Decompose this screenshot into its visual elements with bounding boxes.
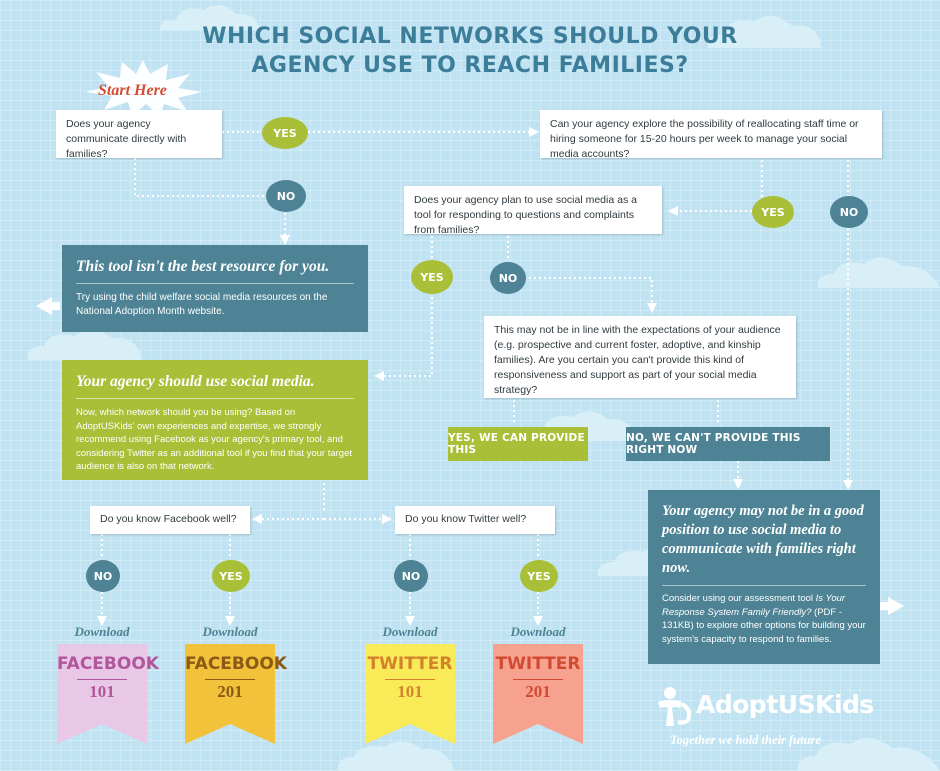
no-facebook: NO (86, 560, 120, 592)
logo-tagline: Together we hold their future (670, 733, 821, 747)
download-facebook-201[interactable]: FACEBOOK 201 (185, 644, 287, 744)
result-not-position-body-suffix: (PDF - 131KB) to explore other options f… (662, 606, 866, 645)
no-reallocate: NO (830, 196, 868, 228)
title-line-2: AGENCY USE TO REACH FAMILIES? (251, 53, 689, 78)
adoptuskids-logo: AdoptUSKids (652, 684, 882, 728)
result-not-good-position: Your agency may not be in a good positio… (648, 490, 880, 664)
flag-shape (57, 644, 147, 744)
cloud-decoration (27, 329, 142, 360)
yes-twitter: YES (520, 560, 558, 592)
yes-respond: YES (411, 260, 453, 294)
flag-divider (513, 679, 563, 680)
flag-number: 201 (217, 682, 243, 701)
page-title: WHICH SOCIAL NETWORKS SHOULD YOUR AGENCY… (140, 22, 800, 80)
result-not-best-resource: This tool isn't the best resource for yo… (62, 245, 368, 332)
flag-name: TWITTER (495, 654, 581, 674)
result-not-position-body: Consider using our assessment tool Is Yo… (662, 592, 866, 646)
result-divider (76, 398, 354, 399)
question-respond: Does your agency plan to use social medi… (404, 186, 662, 236)
question-expectations: This may not be in line with the expecta… (484, 316, 796, 398)
question-twitter-text: Do you know Twitter well? (405, 513, 527, 525)
download-twitter-201[interactable]: TWITTER 201 (493, 644, 583, 744)
logo-text: AdoptUSKids (696, 690, 874, 719)
result-use-social-heading: Your agency should use social media. (76, 373, 315, 390)
no-respond: NO (490, 262, 526, 294)
flag-shape (365, 644, 455, 744)
cloud-decoration (707, 15, 822, 48)
result-not-position-body-prefix: Consider using our assessment tool (662, 593, 816, 604)
cloud-decoration (160, 4, 260, 30)
result-not-best-body: Try using the child welfare social media… (76, 292, 328, 317)
question-communicate-text: Does your agency communicate directly wi… (66, 118, 187, 160)
yes-communicate: YES (262, 117, 308, 149)
question-reallocate-text: Can your agency explore the possibility … (550, 118, 859, 160)
start-here-label: Start Here (98, 82, 167, 99)
flag-shape (493, 644, 583, 744)
question-reallocate: Can your agency explore the possibility … (540, 110, 882, 160)
no-communicate: NO (266, 180, 306, 212)
flag-divider (205, 679, 255, 680)
question-expectations-text: This may not be in line with the expecta… (494, 324, 781, 396)
logo-figure-icon (658, 687, 692, 726)
cloud-decoration (797, 737, 940, 771)
download-label-twitter-101: Download (382, 624, 438, 639)
question-facebook-text: Do you know Facebook well? (100, 513, 237, 525)
question-respond-text: Does your agency plan to use social medi… (414, 194, 637, 236)
banner-cant-provide: NO, WE CAN'T PROVIDE THIS RIGHT NOW (626, 427, 830, 461)
yes-facebook: YES (212, 560, 250, 592)
question-twitter: Do you know Twitter well? (395, 506, 555, 534)
flag-name: TWITTER (367, 654, 453, 674)
flag-shape (185, 644, 275, 744)
result-not-best-heading: This tool isn't the best resource for yo… (76, 258, 330, 275)
question-facebook: Do you know Facebook well? (90, 506, 250, 534)
flag-number: 101 (89, 682, 115, 701)
flag-divider (77, 679, 127, 680)
flag-number: 201 (525, 682, 551, 701)
download-label-facebook-201: Download (202, 624, 258, 639)
download-twitter-101[interactable]: TWITTER 101 (365, 644, 455, 744)
assessment-tool-link[interactable]: Is Your Response System Family Friendly? (662, 593, 846, 618)
cloud-decoration (337, 741, 454, 771)
result-divider (662, 585, 866, 586)
download-label-twitter-201: Download (510, 624, 566, 639)
starburst-icon (86, 60, 202, 116)
result-divider (76, 283, 354, 284)
flag-divider (385, 679, 435, 680)
download-label-facebook-101: Download (74, 624, 130, 639)
cloud-decoration (817, 257, 940, 288)
title-line-1: WHICH SOCIAL NETWORKS SHOULD YOUR (202, 24, 738, 49)
flag-name: FACEBOOK (57, 654, 159, 674)
result-use-social-body: Now, which network should you be using? … (76, 407, 353, 472)
result-not-position-heading: Your agency may not be in a good positio… (662, 503, 864, 576)
yes-reallocate: YES (752, 196, 794, 228)
result-use-social-media: Your agency should use social media. Now… (62, 360, 368, 480)
flag-number: 101 (397, 682, 423, 701)
question-communicate: Does your agency communicate directly wi… (56, 110, 222, 160)
flag-name: FACEBOOK (185, 654, 287, 674)
banner-can-provide: YES, WE CAN PROVIDE THIS (448, 427, 588, 461)
no-twitter: NO (394, 560, 428, 592)
download-facebook-101[interactable]: FACEBOOK 101 (57, 644, 159, 744)
